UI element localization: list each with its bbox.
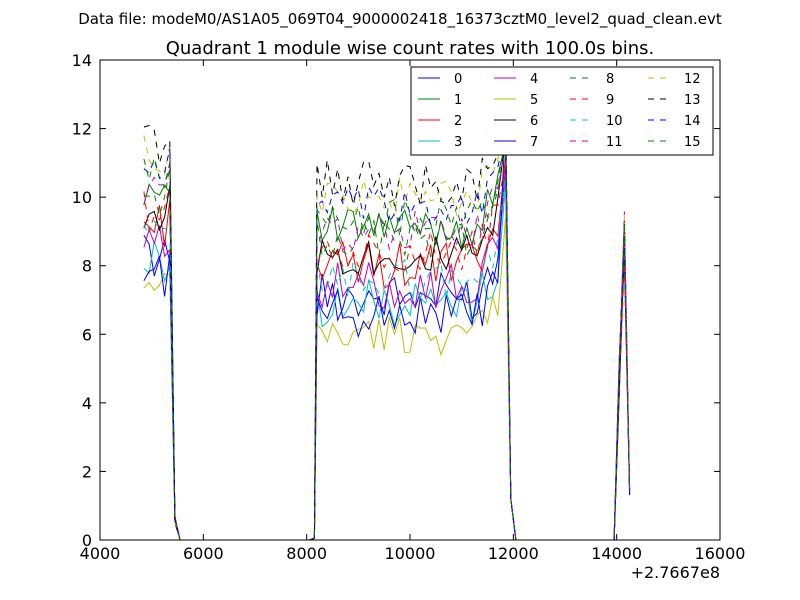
legend-label-2: 2 — [454, 114, 462, 129]
legend-label-3: 3 — [454, 135, 462, 150]
legend-label-4: 4 — [530, 72, 538, 87]
data-file-title: Data file: modeM0/AS1A05_069T04_90000024… — [78, 10, 722, 29]
legend-label-8: 8 — [606, 72, 614, 87]
y-tick-label: 8 — [82, 257, 92, 276]
x-tick-label: 10000 — [385, 544, 436, 563]
legend-label-14: 14 — [684, 114, 701, 129]
chart-title: Quadrant 1 module wise count rates with … — [166, 38, 655, 59]
legend-label-6: 6 — [530, 114, 538, 129]
y-tick-label: 14 — [72, 51, 92, 70]
x-tick-label: 8000 — [286, 544, 327, 563]
x-tick-label: 16000 — [695, 544, 746, 563]
legend-label-15: 15 — [684, 135, 701, 150]
legend-box — [410, 66, 714, 156]
legend-label-13: 13 — [684, 93, 701, 108]
legend-label-10: 10 — [606, 114, 623, 129]
y-tick-label: 12 — [72, 120, 92, 139]
x-tick-label: 14000 — [591, 544, 642, 563]
x-axis-offset-label: +2.7667e8 — [631, 563, 720, 582]
legend-label-9: 9 — [606, 93, 614, 108]
y-tick-label: 4 — [82, 394, 92, 413]
y-tick-label: 6 — [82, 325, 92, 344]
legend-label-1: 1 — [454, 93, 462, 108]
x-tick-label: 4000 — [80, 544, 121, 563]
x-tick-label: 12000 — [488, 544, 539, 563]
legend-label-11: 11 — [606, 135, 623, 150]
legend-label-7: 7 — [530, 135, 538, 150]
y-tick-label: 2 — [82, 462, 92, 481]
y-tick-label: 0 — [82, 531, 92, 550]
legend-label-5: 5 — [530, 93, 538, 108]
x-tick-label: 6000 — [183, 544, 224, 563]
legend-label-0: 0 — [454, 72, 462, 87]
y-tick-label: 10 — [72, 188, 92, 207]
legend-label-12: 12 — [684, 72, 701, 87]
x-axis: 4000 6000 8000 10000 12000 14000 16000 — [80, 60, 746, 563]
